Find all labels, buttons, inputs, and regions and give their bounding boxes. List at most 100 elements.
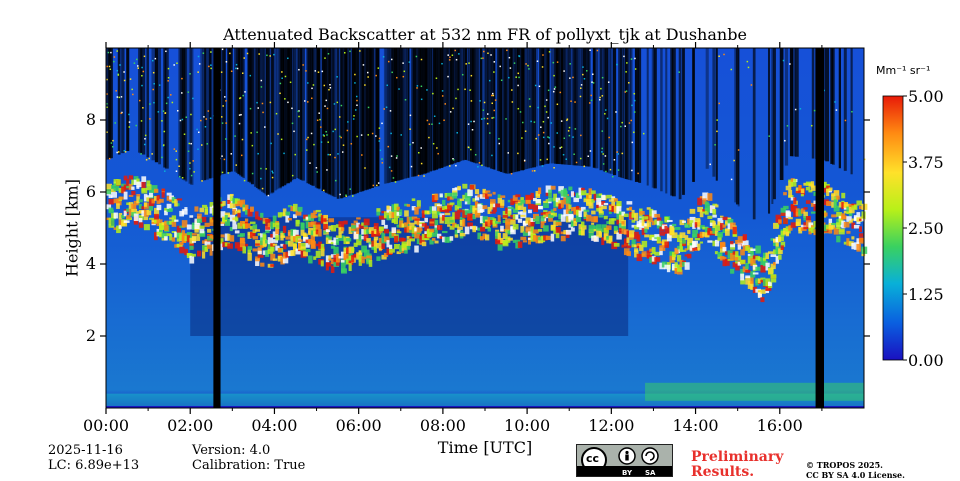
noise-streak [554, 48, 557, 164]
cloud-cell [533, 198, 537, 202]
cloud-cell [611, 204, 617, 212]
cloud-cell [416, 220, 422, 226]
noise-streak [164, 48, 169, 169]
cloud-cell [335, 253, 340, 257]
cloud-cell [239, 237, 245, 243]
cloud-cell [861, 218, 866, 222]
cloud-cell [570, 227, 575, 232]
cloud-cell [575, 205, 580, 210]
noise-streak [628, 48, 632, 180]
cloud-cell [598, 207, 603, 213]
cloud-cell [436, 206, 442, 212]
noise-speckle [483, 50, 485, 53]
cloud-cell [287, 230, 293, 237]
cloud-cell [555, 227, 561, 235]
cloud-cell [568, 204, 572, 210]
noise-speckle [329, 83, 331, 86]
cloud-cell [755, 256, 760, 261]
cloud-cell [517, 202, 523, 206]
cloud-cell [222, 217, 227, 223]
cloud-cell [704, 201, 709, 205]
cloud-cell [702, 232, 707, 237]
noise-speckle [572, 136, 574, 138]
noise-streak [602, 48, 606, 172]
colorbar-tick-label: 5.00 [908, 87, 944, 106]
cloud-cell [383, 236, 390, 242]
cloud-cell [277, 248, 282, 253]
cloud-cell [282, 208, 287, 217]
cloud-cell [497, 232, 501, 241]
cloud-cell [452, 188, 457, 191]
cloud-cell [634, 250, 639, 258]
noise-speckle [364, 167, 366, 169]
cloud-cell [697, 243, 701, 250]
cloud-cell [295, 219, 300, 227]
noise-streak [692, 48, 695, 182]
noise-speckle [601, 95, 604, 97]
cloud-cell [426, 230, 431, 237]
noise-speckle [517, 107, 520, 110]
noise-speckle [375, 74, 377, 77]
noise-speckle [560, 120, 563, 122]
noise-speckle [499, 65, 501, 68]
cloud-cell [161, 232, 168, 239]
noise-speckle [531, 170, 534, 172]
cloud-cell [219, 234, 225, 238]
noise-speckle [575, 161, 578, 164]
noise-speckle [351, 195, 354, 197]
cloud-cell [138, 222, 144, 228]
cloud-cell [568, 210, 573, 214]
cloud-cell [810, 185, 817, 191]
noise-streak [321, 48, 326, 191]
cloud-cell [174, 199, 178, 207]
noise-speckle [556, 103, 559, 106]
noise-streak [771, 48, 774, 204]
cloud-cell [449, 225, 455, 230]
cloud-cell [707, 206, 712, 213]
cloud-cell [323, 214, 328, 221]
noise-speckle [553, 146, 555, 148]
cloud-cell [813, 191, 818, 196]
cloud-cell [202, 251, 206, 259]
noise-streak [560, 48, 564, 165]
cloud-cell [626, 245, 632, 249]
noise-speckle [314, 70, 317, 72]
noise-speckle [112, 139, 114, 142]
cloud-cell [431, 237, 436, 241]
noise-speckle [119, 64, 121, 66]
cloud-cell [735, 265, 740, 271]
cloud-cell [477, 194, 482, 198]
noise-speckle [309, 162, 311, 164]
noise-streak [279, 48, 282, 188]
cloud-cell [634, 244, 638, 248]
cloud-cell [747, 247, 753, 253]
noise-speckle [631, 141, 634, 144]
noise-speckle [106, 78, 108, 81]
cloud-cell [318, 229, 322, 237]
cloud-cell [388, 211, 394, 219]
noise-speckle [617, 169, 620, 171]
noise-speckle [556, 61, 559, 63]
noise-speckle [258, 53, 260, 55]
noise-speckle [863, 158, 866, 161]
noise-speckle [161, 156, 163, 159]
cloud-cell [464, 209, 471, 215]
cloud-cell [639, 210, 645, 215]
cloud-cell [406, 216, 411, 224]
cloud-cell [255, 258, 260, 267]
cloud-cell [474, 210, 481, 218]
cloud-cell [166, 233, 172, 236]
cloud-cell [833, 227, 839, 235]
noise-speckle [117, 151, 120, 153]
noise-streak [473, 48, 476, 163]
noise-speckle [279, 92, 281, 95]
noise-speckle [284, 98, 286, 100]
noise-speckle [420, 58, 423, 61]
noise-streak [239, 48, 242, 176]
noise-speckle [583, 165, 586, 168]
noise-speckle [327, 141, 329, 143]
cloud-cell [712, 226, 717, 234]
noise-speckle [488, 79, 491, 82]
cloud-cell [169, 208, 173, 211]
noise-speckle [349, 50, 351, 53]
